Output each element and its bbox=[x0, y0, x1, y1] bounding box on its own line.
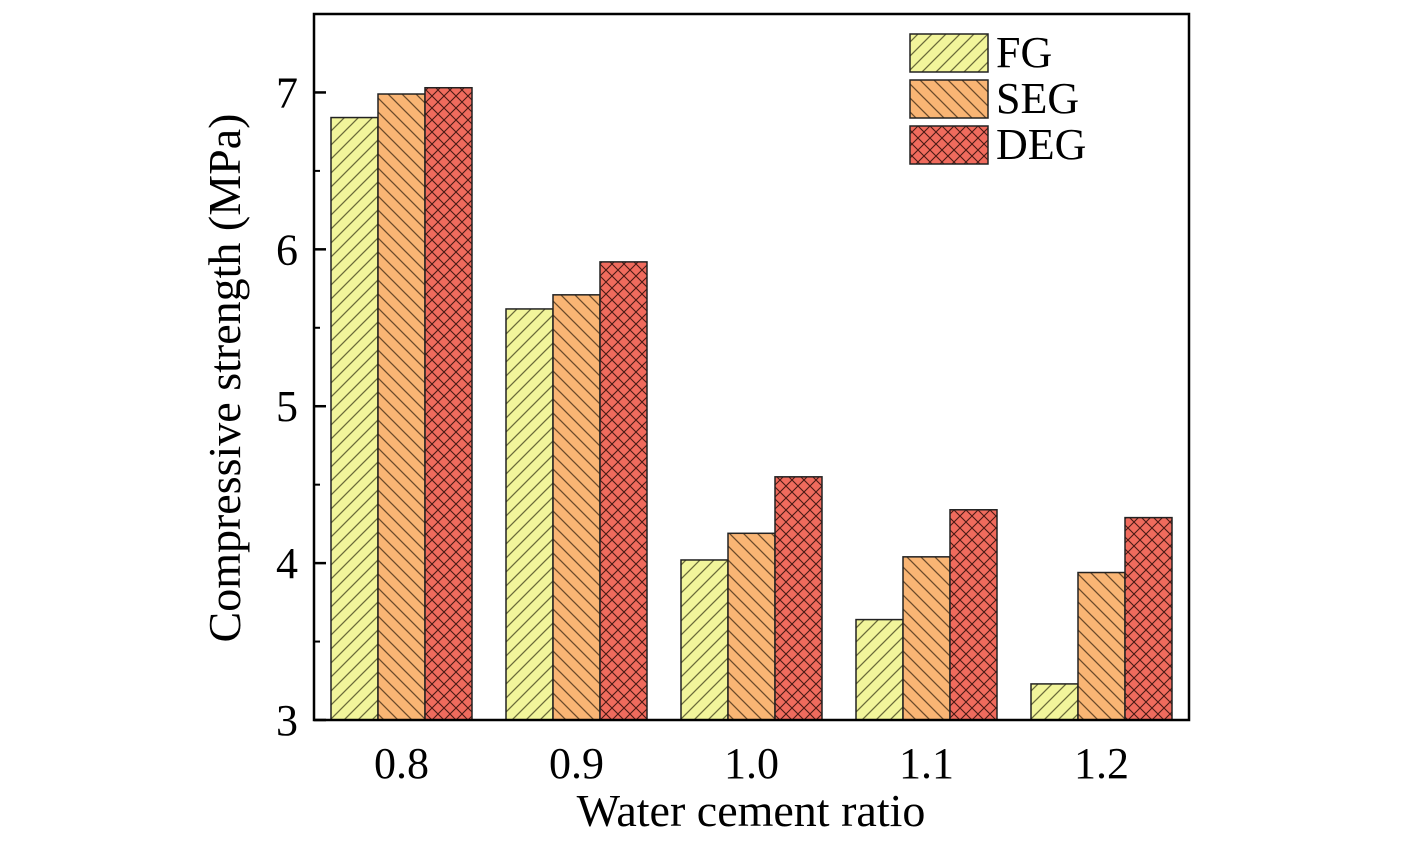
bar-fg-1.0 bbox=[680, 559, 729, 721]
bar-seg-1.2 bbox=[1077, 571, 1126, 721]
y-axis: 3 4 5 6 7 bbox=[276, 68, 326, 745]
bars-layer bbox=[330, 86, 1173, 721]
legend-swatch-seg bbox=[909, 79, 989, 119]
bar-seg-1.0 bbox=[727, 532, 776, 721]
bar-deg-1.0 bbox=[774, 476, 823, 721]
legend-swatch-fg bbox=[909, 33, 989, 73]
y-axis-title: Compressive strength (MPa) bbox=[199, 114, 250, 643]
bar-fg-1.1 bbox=[855, 618, 904, 721]
x-tick-label: 0.8 bbox=[374, 739, 429, 788]
x-axis-title: Water cement ratio bbox=[577, 785, 926, 836]
bar-deg-0.9 bbox=[599, 261, 648, 721]
legend-label-fg: FG bbox=[996, 28, 1052, 77]
bar-fg-1.2 bbox=[1030, 683, 1079, 721]
plot-frame bbox=[312, 12, 1191, 722]
y-tick-label: 6 bbox=[276, 225, 298, 274]
y-tick-label: 5 bbox=[276, 382, 298, 431]
bar-seg-0.9 bbox=[552, 294, 601, 721]
bar-deg-1.1 bbox=[949, 509, 998, 721]
x-tick-label: 1.0 bbox=[724, 739, 779, 788]
x-tick-label: 0.9 bbox=[549, 739, 604, 788]
legend-label-deg: DEG bbox=[996, 120, 1086, 169]
legend-label-seg: SEG bbox=[996, 74, 1079, 123]
bar-seg-1.1 bbox=[902, 556, 951, 721]
x-tick-label: 1.1 bbox=[899, 739, 954, 788]
y-tick-label: 4 bbox=[276, 539, 298, 588]
y-tick-label: 7 bbox=[276, 68, 298, 117]
bar-seg-0.8 bbox=[377, 93, 426, 721]
y-tick-label: 3 bbox=[276, 696, 298, 745]
legend-swatch-deg bbox=[909, 125, 989, 165]
x-axis: 0.8 0.9 1.0 1.1 1.2 bbox=[374, 739, 1129, 788]
bar-deg-1.2 bbox=[1124, 516, 1173, 721]
x-tick-label: 1.2 bbox=[1074, 739, 1129, 788]
bar-fg-0.9 bbox=[505, 308, 554, 721]
bar-deg-0.8 bbox=[424, 86, 473, 721]
bar-fg-0.8 bbox=[330, 116, 379, 721]
